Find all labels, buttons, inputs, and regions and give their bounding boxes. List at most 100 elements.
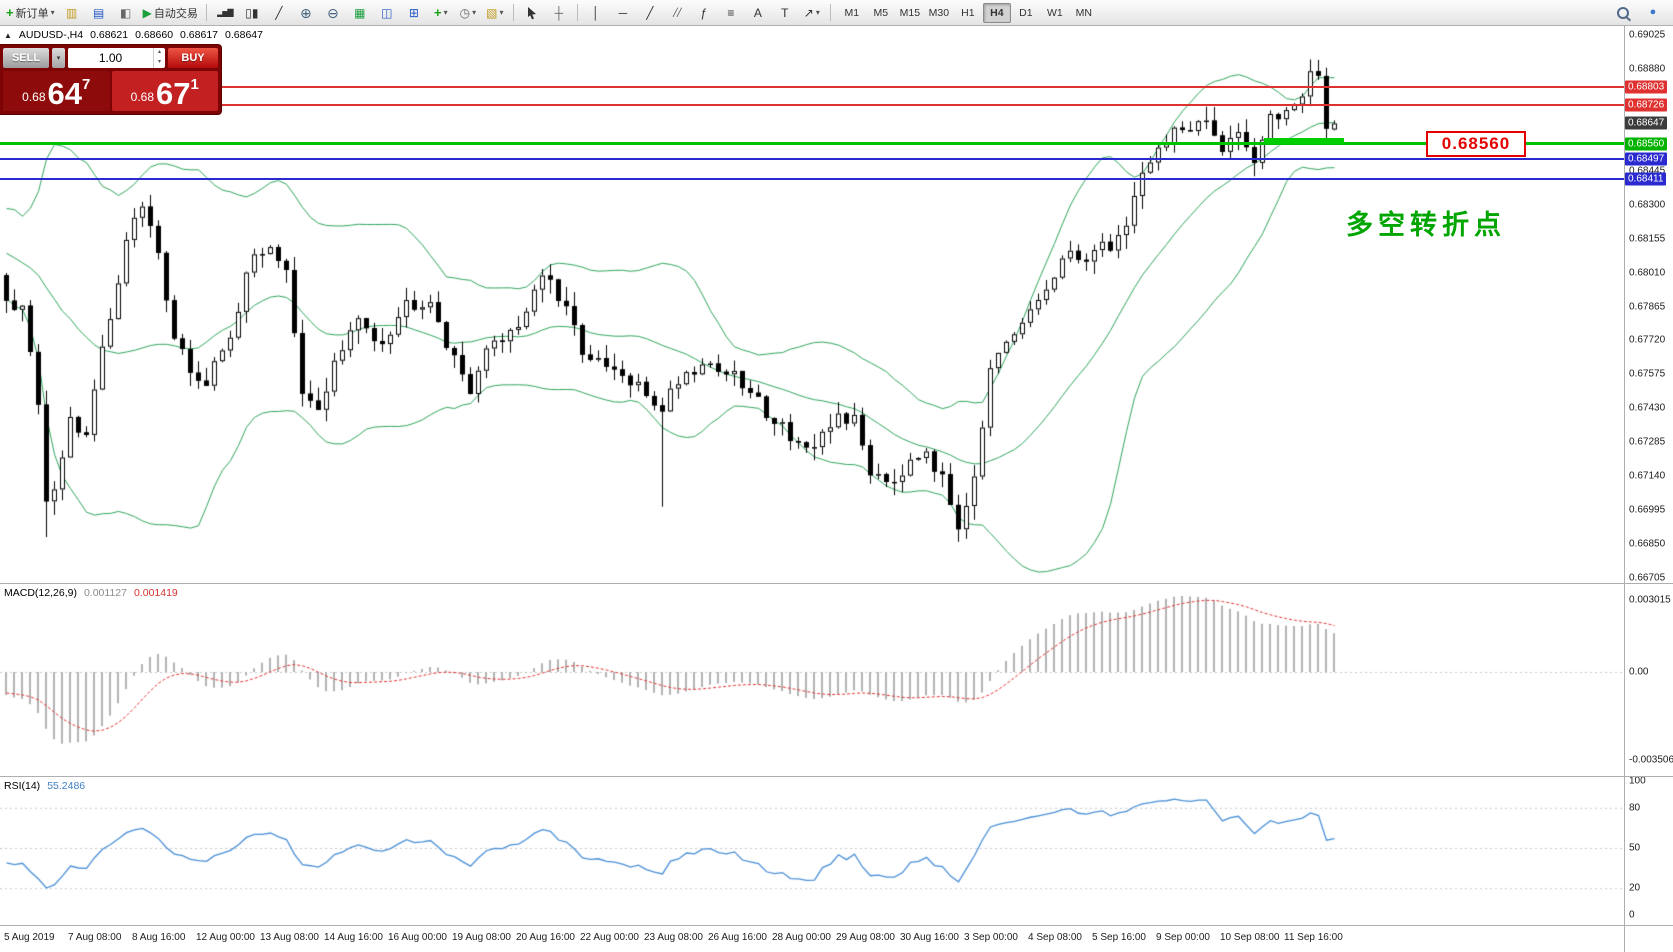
time-axis-label: 20 Aug 16:00 [516,932,575,943]
price-axis-line [1624,26,1625,952]
horizontal-level-line[interactable] [0,142,1624,146]
sell-button[interactable]: SELL [3,48,49,68]
pane-separator[interactable] [0,776,1673,777]
line-chart-icon: ╱ [275,5,283,20]
line-chart-button[interactable]: ╱ [266,3,292,23]
chart-annotation-text[interactable]: 多空转折点 [1346,210,1506,240]
bar-chart-icon: ▂▅▇ [217,7,234,17]
volume-spinner: ▴ ▾ [153,48,165,68]
time-axis-label: 8 Aug 16:00 [132,932,186,943]
spinner-down-icon[interactable]: ▾ [157,59,161,65]
timeframe-m30[interactable]: M30 [928,6,950,19]
search-button[interactable] [1610,3,1636,23]
ohlc-open: 0.68621 [90,29,129,41]
toolbar-separator [829,4,831,21]
price-axis-tick: 0.68010 [1629,267,1666,279]
text-button[interactable]: A [745,3,771,23]
price-axis-badge[interactable]: 0.68411 [1625,172,1667,186]
grid-icon: ▦ [354,5,366,20]
sell-price-pip: 7 [82,76,91,93]
horizontal-line-button[interactable]: ─ [610,3,636,23]
zoom-in-button[interactable]: ⊕ [293,3,319,23]
zoom-in-icon: ⊕ [299,4,312,21]
horizontal-level-line[interactable] [0,85,1624,88]
time-axis-label: 13 Aug 08:00 [260,932,319,943]
rsi-name: RSI(14) [4,780,41,792]
sell-price[interactable]: 0.68 64 7 [3,71,110,111]
buy-button[interactable]: BUY [168,48,218,68]
zoom-out-button[interactable]: ⊖ [320,3,346,23]
price-axis-badge[interactable]: 0.68560 [1625,137,1668,151]
grid-button[interactable]: ▦ [347,3,373,23]
spinner-up-icon[interactable]: ▴ [157,49,161,55]
horizontal-line-icon: ─ [618,5,628,20]
timeframe-h1[interactable]: H1 [961,6,975,19]
timeframe-m1[interactable]: M1 [844,6,860,19]
bar-chart-button[interactable]: ▂▅▇ [212,3,238,23]
time-axis-label: 5 Sep 16:00 [1092,932,1146,943]
market-watch-button[interactable]: ▤ [86,3,112,23]
cursor-button[interactable] [519,3,545,23]
templates-button[interactable]: ▧ ▾ [482,3,508,23]
price-axis-tick: 0.69025 [1629,29,1666,41]
toolbar-separator [576,4,578,21]
profiles-button[interactable]: ▥ [59,3,85,23]
volume-dropdown[interactable]: ▾ [52,48,65,68]
horizontal-level-line[interactable] [0,177,1624,180]
time-axis-label: 14 Aug 16:00 [324,932,383,943]
time-axis-label: 22 Aug 00:00 [580,932,639,943]
pane-separator[interactable] [0,583,1673,584]
timeframe-d1[interactable]: D1 [1019,6,1033,19]
time-axis-label: 4 Sep 08:00 [1028,932,1082,943]
text-label-button[interactable]: T [772,3,798,23]
price-axis-badge[interactable]: 0.68497 [1625,152,1668,166]
new-order-button[interactable]: + 新订单 ▾ [3,3,58,23]
chevron-down-icon: ▾ [443,8,448,17]
price-axis-badge[interactable]: 0.68647 [1625,116,1668,130]
crosshair-button[interactable]: ┼ [546,3,572,23]
price-axis-badge[interactable]: 0.68726 [1625,98,1668,112]
buy-price[interactable]: 0.68 67 1 [111,71,218,111]
indicators-button[interactable]: + ▾ [428,3,454,23]
autotrading-button[interactable]: ▶ 自动交易 [140,3,201,23]
chevron-down-icon: ▾ [499,8,504,17]
main-toolbar: + 新订单 ▾ ▥ ▤ ◧ ▶ 自动交易 ▂▅▇ ▯▮ ╱ ⊕ ⊖ ▦ ◫ ⊞ … [0,0,1673,26]
trendline-button[interactable]: ╱ [637,3,663,23]
time-axis-label: 9 Sep 00:00 [1156,932,1210,943]
chevron-down-icon: ▾ [56,55,61,62]
fibonacci-button[interactable]: ƒ [691,3,717,23]
highlight-segment[interactable] [1264,138,1344,144]
shapes-button[interactable]: ≡ [718,3,744,23]
timeframe-w1[interactable]: W1 [1046,6,1063,19]
price-axis-tick: 0.66705 [1629,572,1666,584]
vertical-line-button[interactable]: │ [583,3,609,23]
tile-windows-icon: ◫ [381,5,393,20]
navigator-button[interactable]: ◧ [113,3,139,23]
volume-input[interactable] [68,48,153,68]
shapes-icon: ≡ [727,5,735,20]
clock-icon: ◷ [459,5,471,20]
tile-windows-button[interactable]: ◫ [374,3,400,23]
buy-price-pip: 1 [190,76,199,93]
price-level-callout[interactable]: 0.68560 [1426,131,1526,157]
macd-signal-value: 0.001419 [133,587,178,599]
arrows-button[interactable]: ↗ ▾ [799,3,825,23]
timeframe-mn[interactable]: MN [1075,6,1093,19]
timeframe-h4[interactable]: H4 [982,2,1011,23]
cascade-windows-button[interactable]: ⊞ [401,3,427,23]
timeframe-m5[interactable]: M5 [873,6,889,19]
candlestick-button[interactable]: ▯▮ [239,3,265,23]
horizontal-level-line[interactable] [0,103,1624,106]
price-axis-tick: 0.66850 [1629,538,1666,550]
price-axis-badge[interactable]: 0.68803 [1625,80,1668,94]
macd-axis-label: -0.003506 [1629,754,1673,766]
account-button[interactable]: ● [1640,3,1666,23]
periods-button[interactable]: ◷ ▾ [455,3,481,23]
timeframe-m15[interactable]: M15 [899,6,921,19]
profiles-icon: ▥ [65,5,78,20]
horizontal-level-line[interactable] [0,157,1624,160]
channel-button[interactable]: ╱╱ [664,3,690,23]
price-axis-tick: 0.67720 [1629,334,1666,346]
one-click-toggle[interactable]: ▲ [4,30,12,40]
timeframe-toolbar: M1 M5 M15 M30 H1 H4 D1 W1 MN [838,2,1098,23]
